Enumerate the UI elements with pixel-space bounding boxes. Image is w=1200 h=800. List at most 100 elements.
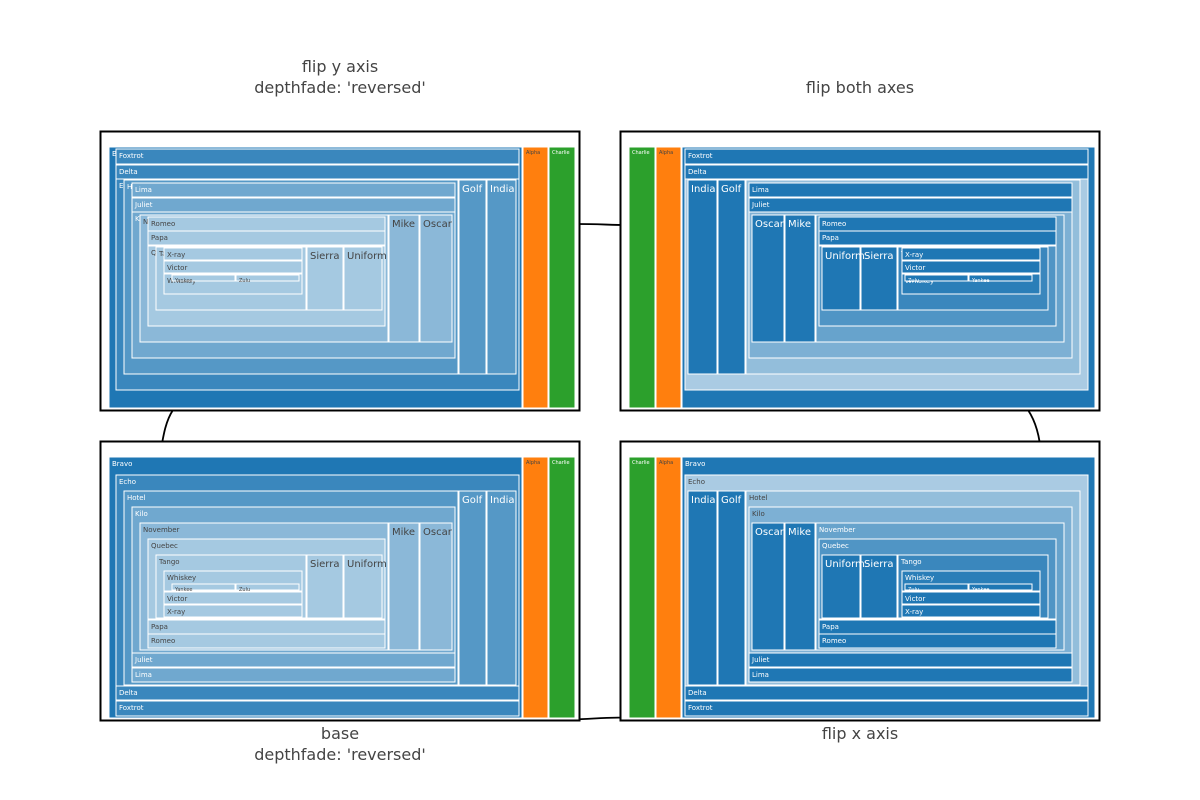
tile-delta[interactable]: Delta: [684, 164, 1089, 180]
tile-rect: [306, 554, 344, 619]
tile-zulu[interactable]: Zulu: [235, 274, 300, 284]
tile-romeo[interactable]: Romeo: [818, 633, 1057, 649]
tile-oscar[interactable]: Oscar: [751, 522, 785, 651]
tile-lima[interactable]: Lima: [748, 667, 1073, 683]
tile-india[interactable]: India: [687, 490, 718, 686]
tile-charlie[interactable]: Charlie: [548, 456, 576, 719]
tile-alpha[interactable]: Alpha: [522, 146, 549, 409]
tile-x-ray[interactable]: X-ray: [163, 604, 303, 618]
tile-rect: [821, 246, 861, 311]
tile-label: Victor: [905, 595, 925, 603]
tile-foxtrot[interactable]: Foxtrot: [684, 700, 1089, 717]
tile-delta[interactable]: Delta: [115, 685, 520, 701]
tile-label: Victor: [905, 264, 925, 272]
tile-rect: [163, 260, 303, 274]
tile-lima[interactable]: Lima: [131, 667, 456, 683]
tile-rect: [748, 197, 1073, 213]
tile-rect: [163, 604, 303, 618]
tile-victor[interactable]: Victor: [163, 260, 303, 274]
tile-golf[interactable]: Golf: [458, 490, 487, 686]
tile-charlie[interactable]: Charlie: [548, 146, 576, 409]
tile-zulu[interactable]: Zulu: [904, 583, 969, 593]
tile-delta[interactable]: Delta: [115, 164, 520, 180]
tile-alpha[interactable]: Alpha: [522, 456, 549, 719]
tile-label: Sierra: [864, 251, 893, 262]
tile-oscar[interactable]: Oscar: [419, 522, 453, 651]
tile-rect: [115, 700, 520, 717]
tile-victor[interactable]: Victor: [901, 260, 1041, 274]
tile-rect: [131, 667, 456, 683]
tile-foxtrot[interactable]: Foxtrot: [684, 148, 1089, 165]
tile-papa[interactable]: Papa: [147, 230, 386, 246]
tile-charlie[interactable]: Charlie: [628, 146, 656, 409]
tile-rect: [147, 633, 386, 649]
tile-rect: [818, 619, 1057, 635]
tile-label: India: [691, 184, 716, 195]
tile-label: Victor: [167, 595, 187, 603]
tile-x-ray[interactable]: X-ray: [163, 247, 303, 261]
tile-mike[interactable]: Mike: [784, 214, 816, 343]
tile-alpha[interactable]: Alpha: [655, 146, 682, 409]
tile-rect: [171, 274, 236, 282]
tile-golf[interactable]: Golf: [717, 490, 746, 686]
tile-romeo[interactable]: Romeo: [147, 633, 386, 649]
tile-romeo[interactable]: Romeo: [818, 216, 1057, 232]
tile-oscar[interactable]: Oscar: [419, 214, 453, 343]
tile-label: Sierra: [864, 559, 893, 570]
tile-label: Echo: [119, 478, 136, 486]
tile-lima[interactable]: Lima: [131, 182, 456, 198]
tile-papa[interactable]: Papa: [147, 619, 386, 635]
tile-golf[interactable]: Golf: [717, 179, 746, 375]
tile-oscar[interactable]: Oscar: [751, 214, 785, 343]
tile-uniform[interactable]: Uniform: [821, 246, 865, 311]
tile-sierra[interactable]: Sierra: [306, 246, 344, 311]
tile-juliet[interactable]: Juliet: [131, 197, 456, 213]
tile-label: Charlie: [552, 460, 570, 466]
tile-victor[interactable]: Victor: [901, 591, 1041, 605]
tile-golf[interactable]: Golf: [458, 179, 487, 375]
tile-papa[interactable]: Papa: [818, 230, 1057, 246]
tile-mike[interactable]: Mike: [784, 522, 816, 651]
tile-alpha[interactable]: Alpha: [655, 456, 682, 719]
tile-uniform[interactable]: Uniform: [343, 554, 387, 619]
tile-rect: [522, 146, 549, 409]
tile-zulu[interactable]: Zulu: [904, 274, 969, 284]
tile-label: Foxtrot: [119, 152, 144, 160]
tile-rect: [901, 260, 1041, 274]
tile-india[interactable]: India: [486, 490, 517, 686]
tile-uniform[interactable]: Uniform: [343, 246, 387, 311]
tile-label: Lima: [135, 671, 152, 679]
tile-india[interactable]: India: [687, 179, 718, 375]
tile-yankee[interactable]: Yankee: [171, 274, 236, 284]
tile-mike[interactable]: Mike: [388, 214, 420, 343]
tile-label: Kilo: [135, 510, 148, 518]
tile-label: Delta: [119, 689, 138, 697]
tile-romeo[interactable]: Romeo: [147, 216, 386, 232]
tile-sierra[interactable]: Sierra: [860, 246, 898, 311]
tile-uniform[interactable]: Uniform: [821, 554, 865, 619]
tile-papa[interactable]: Papa: [818, 619, 1057, 635]
tile-label: Golf: [462, 184, 483, 195]
tile-foxtrot[interactable]: Foxtrot: [115, 700, 520, 717]
tile-charlie[interactable]: Charlie: [628, 456, 656, 719]
tile-zulu[interactable]: Zulu: [235, 583, 300, 593]
tile-rect: [131, 652, 456, 668]
tile-delta[interactable]: Delta: [684, 685, 1089, 701]
tile-x-ray[interactable]: X-ray: [901, 604, 1041, 618]
tile-yankee[interactable]: Yankee: [968, 274, 1033, 284]
tile-lima[interactable]: Lima: [748, 182, 1073, 198]
tile-foxtrot[interactable]: Foxtrot: [115, 148, 520, 165]
tile-yankee[interactable]: Yankee: [968, 583, 1033, 593]
tile-sierra[interactable]: Sierra: [306, 554, 344, 619]
tile-juliet[interactable]: Juliet: [131, 652, 456, 668]
tile-mike[interactable]: Mike: [388, 522, 420, 651]
tile-juliet[interactable]: Juliet: [748, 652, 1073, 668]
tile-victor[interactable]: Victor: [163, 591, 303, 605]
tile-juliet[interactable]: Juliet: [748, 197, 1073, 213]
tile-x-ray[interactable]: X-ray: [901, 247, 1041, 261]
tile-india[interactable]: India: [486, 179, 517, 375]
tile-label: Whiskey: [167, 574, 196, 582]
tile-rect: [235, 583, 300, 591]
tile-yankee[interactable]: Yankee: [171, 583, 236, 593]
tile-sierra[interactable]: Sierra: [860, 554, 898, 619]
